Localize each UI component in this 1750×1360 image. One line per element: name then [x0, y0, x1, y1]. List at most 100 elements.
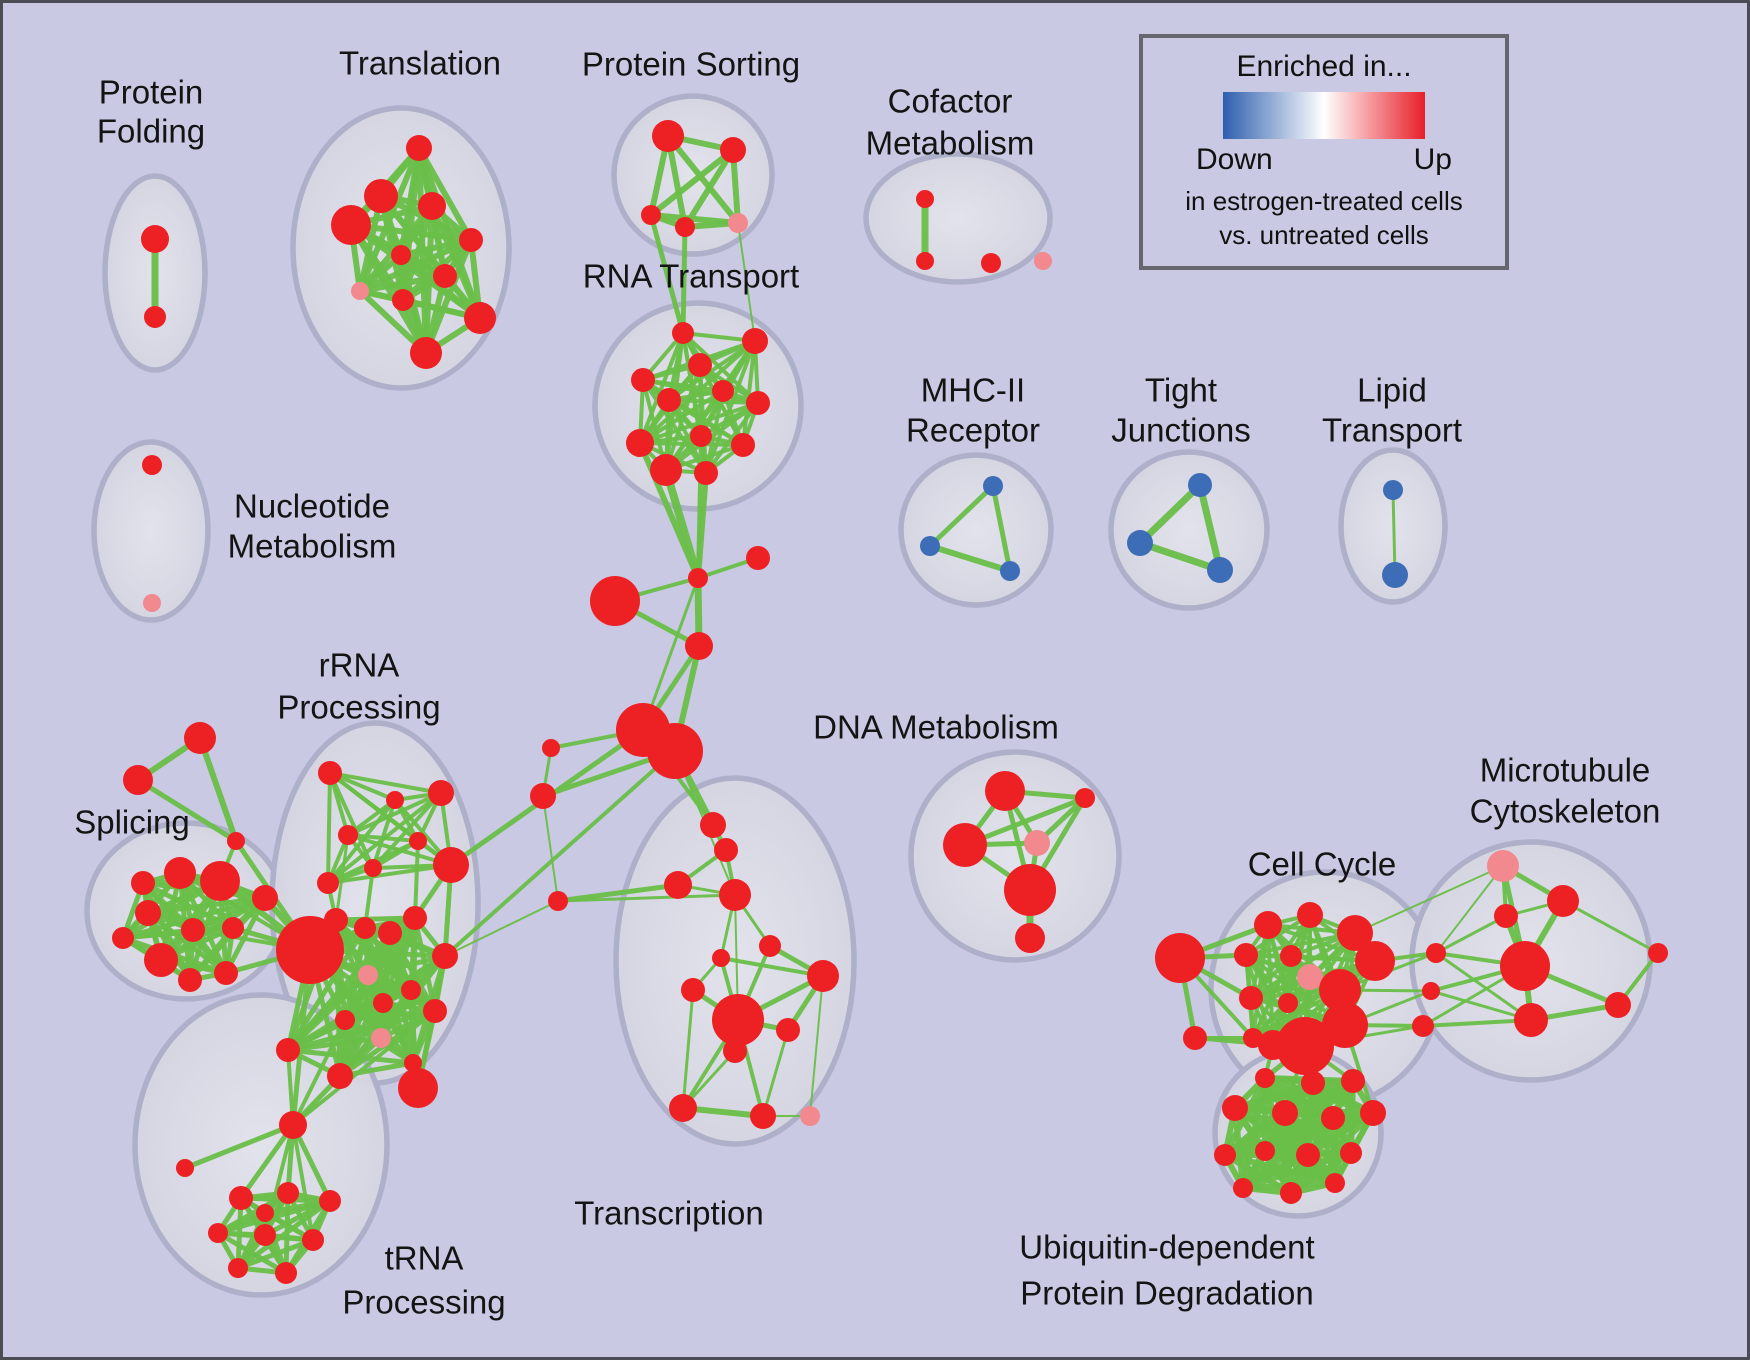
cluster-ellipse-tight-junctions	[1108, 449, 1270, 611]
network-edge	[809, 975, 824, 1117]
network-edge	[328, 771, 443, 795]
network-node-x3	[664, 871, 692, 899]
network-node-cf1	[916, 190, 934, 208]
legend-end-labels: Down Up	[1196, 143, 1452, 177]
network-node-rr2	[386, 791, 404, 809]
network-node-hx1	[229, 1186, 253, 1210]
network-edge	[348, 222, 474, 243]
legend-subtitle-line2: vs. untreated cells	[1219, 219, 1429, 250]
network-edge	[662, 466, 702, 582]
network-node-rt6	[712, 380, 734, 402]
network-node-c5	[542, 739, 560, 757]
network-node-b2	[920, 536, 940, 556]
network-edge	[290, 1122, 333, 1204]
network-node-hx5	[254, 1224, 276, 1246]
network-node-cr2	[1422, 982, 1440, 1000]
network-edge	[542, 795, 559, 902]
network-edge	[1429, 989, 1533, 1022]
network-node-x11	[776, 1018, 800, 1042]
network-node-hx7	[228, 1258, 248, 1278]
network-node-st2	[123, 765, 153, 795]
network-node-rt7	[746, 391, 770, 415]
network-node-c4	[685, 632, 713, 660]
network-node-cc1	[1254, 911, 1282, 939]
network-edge	[1391, 488, 1397, 577]
network-node-ps3	[641, 205, 661, 225]
network-node-co2	[1183, 1026, 1207, 1050]
network-edge	[641, 378, 760, 405]
cluster-label-trna-processing-line1: tRNA	[385, 1240, 464, 1277]
network-node-cc8	[1239, 986, 1263, 1010]
network-node-ti	[176, 1159, 194, 1177]
network-edge	[1561, 899, 1660, 955]
cluster-label-mhc-ii-receptor-line2: Receptor	[906, 412, 1040, 449]
network-node-u7	[1360, 1100, 1386, 1126]
network-node-m4	[1500, 941, 1550, 991]
network-node-t8	[351, 282, 369, 300]
network-node-rt11	[650, 454, 682, 486]
network-edge	[135, 777, 239, 844]
network-edge	[681, 331, 760, 405]
network-node-rr14	[432, 943, 458, 969]
network-edge	[413, 839, 420, 920]
network-edge	[680, 224, 688, 336]
network-node-rr16	[401, 980, 421, 1000]
network-node-hub	[276, 916, 344, 984]
network-node-sp1	[164, 857, 196, 889]
network-node-rr13	[403, 906, 427, 930]
network-node-rr21	[404, 1054, 422, 1072]
network-node-rr23	[327, 1063, 353, 1089]
network-node-n2	[143, 594, 161, 612]
network-edge	[638, 441, 745, 447]
network-node-cc14	[1258, 1030, 1288, 1060]
network-node-cc6	[1355, 941, 1395, 981]
network-node-t3	[418, 192, 446, 220]
network-node-sp9	[112, 927, 134, 949]
network-node-u10	[1296, 1143, 1320, 1167]
network-node-sp3	[135, 900, 161, 926]
network-node-n1	[142, 455, 162, 475]
network-edge	[696, 434, 703, 580]
network-node-u4	[1222, 1095, 1248, 1121]
network-node-cc9	[1278, 993, 1298, 1013]
network-node-m3	[1494, 904, 1518, 928]
network-node-x9	[807, 960, 839, 992]
network-edge	[741, 339, 757, 447]
network-node-m7	[1648, 943, 1668, 963]
network-node-hx4	[208, 1223, 228, 1243]
network-node-x15	[800, 1106, 820, 1126]
network-node-x12	[723, 1039, 747, 1063]
network-node-ps1	[652, 120, 684, 152]
network-edge	[140, 880, 236, 931]
network-node-m6	[1605, 992, 1631, 1018]
network-node-t1	[406, 135, 432, 161]
network-edge	[291, 1123, 315, 1242]
network-node-hx3	[319, 1190, 341, 1212]
network-node-rr15	[423, 999, 447, 1023]
network-node-cc7	[1297, 964, 1323, 990]
network-edge	[365, 972, 416, 1066]
network-edge	[285, 1047, 416, 1066]
legend-gradient-bar	[1223, 92, 1425, 139]
network-node-d1	[985, 771, 1025, 811]
network-node-t4	[331, 205, 371, 245]
network-node-cc11	[1322, 1002, 1368, 1048]
network-edge	[1434, 951, 1533, 1022]
network-node-x10	[712, 994, 764, 1046]
network-edge	[1435, 865, 1504, 954]
network-node-ps4	[675, 217, 695, 237]
network-node-rt2	[742, 328, 768, 354]
network-node-rr4	[409, 832, 427, 850]
network-node-rr1	[318, 761, 342, 785]
network-node-sp10	[252, 885, 278, 911]
network-node-x4	[719, 879, 751, 911]
network-node-hx2	[277, 1182, 299, 1204]
network-edge	[262, 1198, 333, 1216]
network-node-sc	[227, 832, 245, 850]
cluster-label-cofactor-metabolism-line1: Cofactor	[888, 83, 1013, 120]
network-edge	[326, 863, 453, 885]
network-edge	[704, 401, 760, 475]
network-edge	[1434, 914, 1508, 955]
network-edge	[334, 833, 350, 922]
cluster-label-rrna-processing-line2: Processing	[277, 689, 440, 726]
